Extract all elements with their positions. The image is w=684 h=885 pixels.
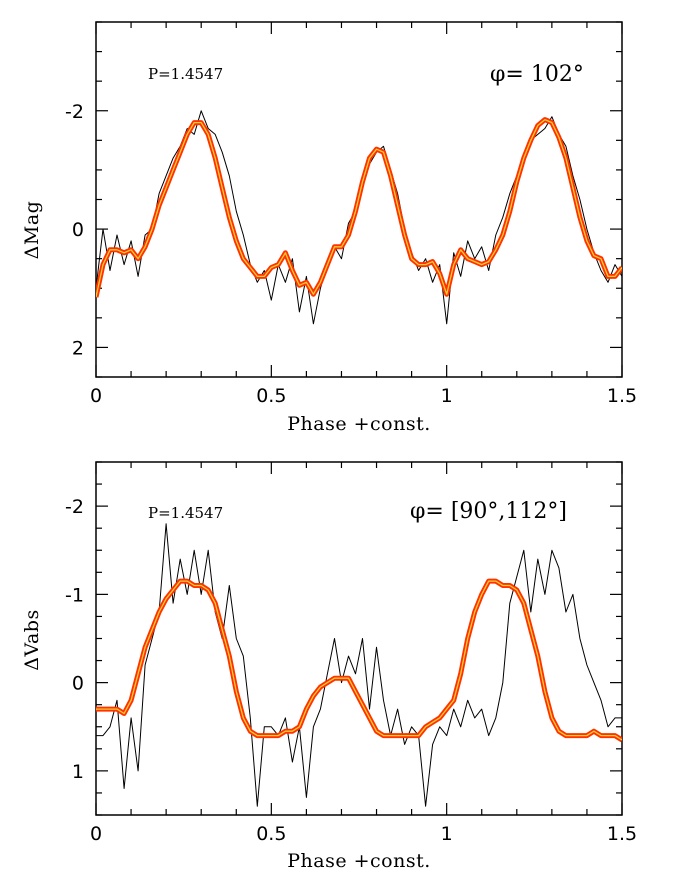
top-x-tick-label: 0 [90,385,102,407]
top-y-tick-label: 0 [72,219,84,241]
top-smoothed-series-highlight [96,118,622,298]
bottom-smoothed-series-line [96,578,622,743]
top-period-annotation: P=1.4547 [148,65,223,83]
bottom-tick-labels: 0 0.5 1 1.5 -2 -1 0 1 [65,496,637,845]
top-x-tick-label: 0.5 [256,385,286,407]
bottom-x-tick-label: 0 [90,823,102,845]
top-x-tick-label: 1 [441,385,453,407]
bottom-y-axis-label: ΔVabs [21,609,43,670]
top-series [96,110,622,325]
bottom-observed-series-line [96,523,622,807]
top-y-axis-label: ΔMag [21,201,43,260]
top-ticks [95,21,623,378]
bottom-x-tick-label: 1.5 [607,823,637,845]
top-tick-labels: 0 0.5 1 1.5 -2 0 2 [65,101,637,407]
bottom-ticks [95,461,623,816]
bottom-phi-annotation: φ= [90°,112°] [410,499,567,524]
bottom-x-tick-label: 1 [441,823,453,845]
bottom-period-annotation: P=1.4547 [148,504,223,522]
top-y-tick-label: 2 [72,337,84,359]
top-x-axis-label: Phase +const. [287,413,431,435]
top-y-tick-label: -2 [65,101,84,123]
bottom-x-tick-label: 0.5 [256,823,286,845]
bottom-y-tick-label: -1 [65,584,84,606]
top-phi-annotation: φ= 102° [490,62,584,87]
bottom-smoothed-series-highlight [96,580,622,741]
bottom-y-tick-label: 0 [72,673,84,695]
bottom-x-axis-label: Phase +const. [287,850,431,872]
top-panel: 0 0.5 1 1.5 -2 0 2 Phase +const. ΔMag P=1.4547… [21,21,637,435]
bottom-y-tick-label: 1 [72,761,84,783]
bottom-y-tick-label: -2 [65,496,84,518]
top-smoothed-series-line [96,117,622,298]
top-observed-series-line [96,110,622,325]
bottom-panel: 0 0.5 1 1.5 -2 -1 0 1 Phase +const. ΔVabs P=1.4… [21,461,637,872]
bottom-series [96,523,622,807]
top-x-tick-label: 1.5 [607,385,637,407]
